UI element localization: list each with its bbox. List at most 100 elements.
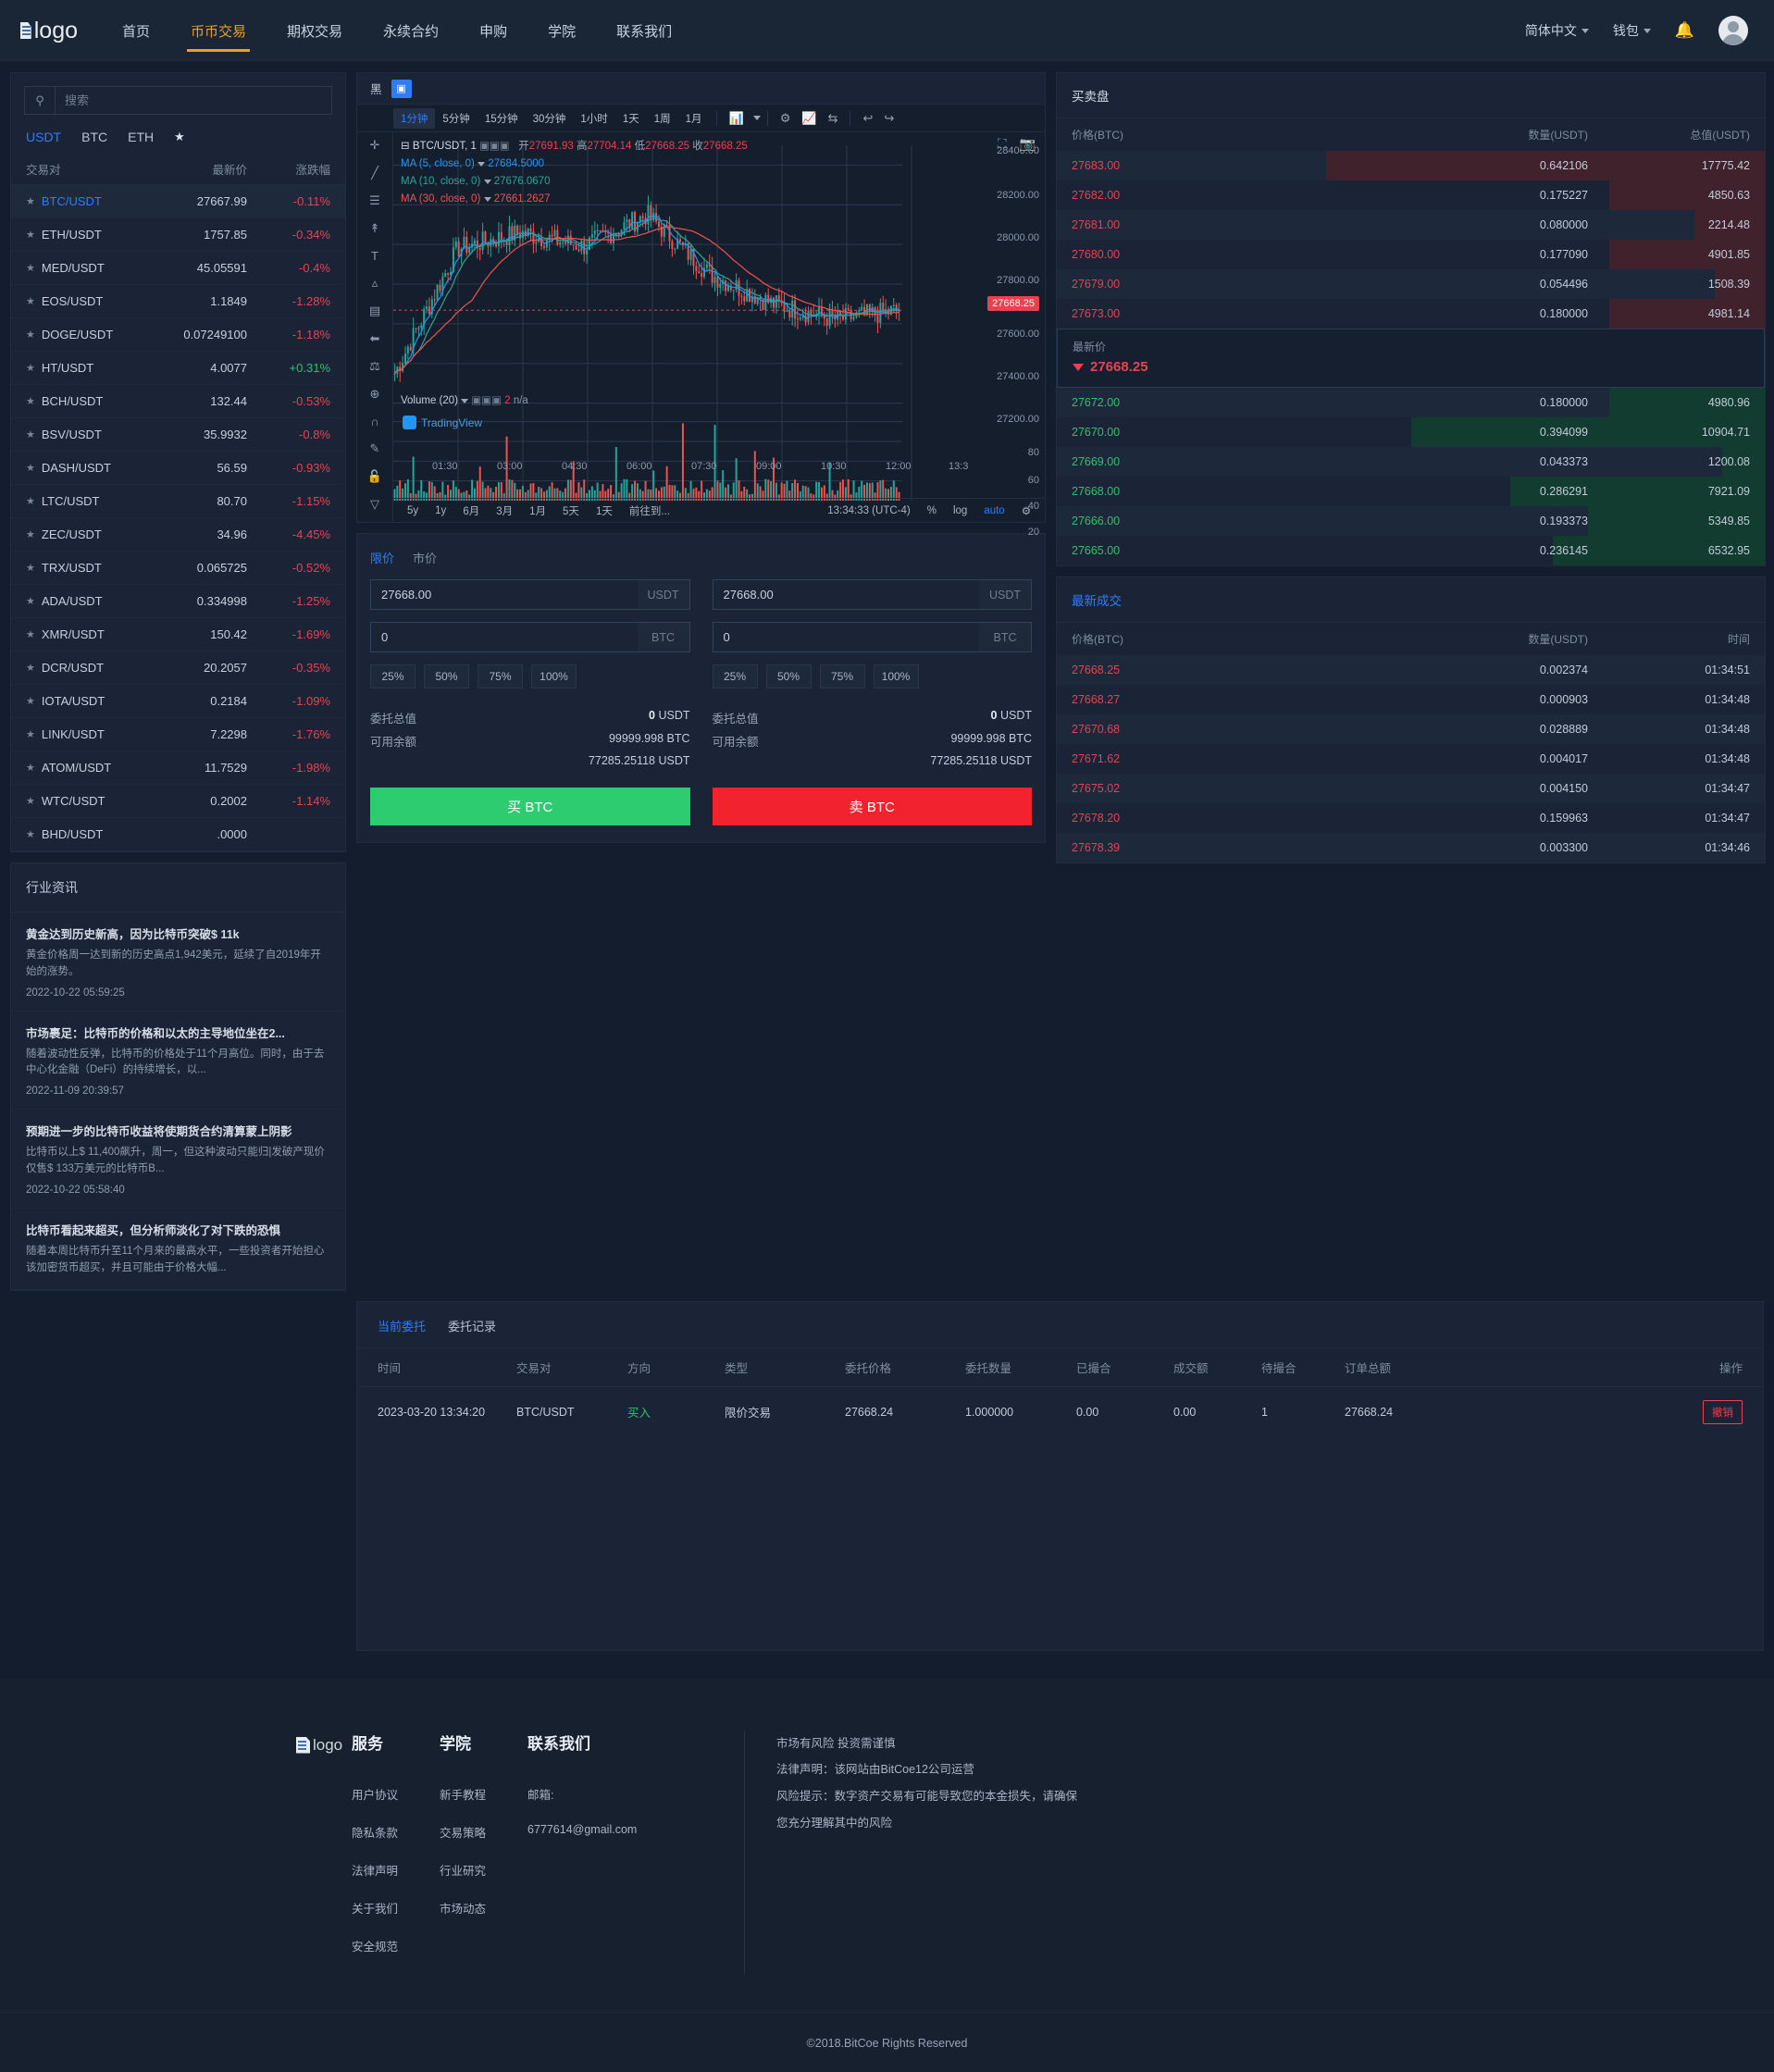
range-1y[interactable]: 1y <box>435 504 447 516</box>
star-icon[interactable]: ★ <box>26 196 35 207</box>
text-icon[interactable]: T <box>371 249 378 263</box>
brand-logo[interactable]: logo <box>20 18 78 44</box>
range-6m[interactable]: 6月 <box>463 505 480 517</box>
sell-price-row[interactable]: USDT <box>712 579 1032 610</box>
arrow-left-icon[interactable]: ⬅ <box>369 331 380 345</box>
footer-link-about[interactable]: 关于我们 <box>352 1902 399 1916</box>
star-icon[interactable]: ★ <box>26 396 35 407</box>
table-row[interactable]: 27668.00 0.286291 7921.09 <box>1057 477 1765 506</box>
star-icon[interactable]: ★ <box>26 296 35 307</box>
table-row[interactable]: 27670.00 0.394099 10904.71 <box>1057 417 1765 447</box>
sell-pct-100[interactable]: 100% <box>873 664 919 689</box>
timeframe-15m[interactable]: 15分钟 <box>484 113 518 125</box>
avatar[interactable] <box>1718 16 1748 45</box>
table-row[interactable]: ★ DCR/USDT 20.2057 -0.35% <box>11 651 345 685</box>
table-row[interactable]: 27681.00 0.080000 2214.48 <box>1057 210 1765 240</box>
chevron-down-icon[interactable] <box>478 161 486 167</box>
language-selector[interactable]: 简体中文 <box>1525 21 1589 40</box>
footer-logo[interactable]: logo <box>296 1736 352 1755</box>
table-row[interactable]: ★ ETH/USDT 1757.85 -0.34% <box>11 218 345 252</box>
list-item[interactable]: 黄金达到历史新高，因为比特币突破$ 11k 黄金价格周一达到新的历史高点1,942… <box>11 912 345 1011</box>
star-icon[interactable]: ★ <box>26 529 35 540</box>
table-row[interactable]: ★ BHD/USDT .0000 <box>11 818 345 851</box>
buy-pct-25[interactable]: 25% <box>370 664 416 689</box>
range-5d[interactable]: 5天 <box>563 505 579 517</box>
footer-link-market[interactable]: 市场动态 <box>440 1902 487 1916</box>
tab-btc[interactable]: BTC <box>81 130 108 144</box>
star-icon[interactable]: ★ <box>26 496 35 507</box>
buy-button[interactable]: 买 BTC <box>370 788 690 825</box>
buy-pct-50[interactable]: 50% <box>424 664 469 689</box>
range-1m[interactable]: 1月 <box>529 505 547 517</box>
sell-pct-75[interactable]: 75% <box>819 664 865 689</box>
timeframe-1M[interactable]: 1月 <box>685 113 702 125</box>
footer-link-security[interactable]: 安全规范 <box>352 1940 399 1954</box>
table-row[interactable]: ★ WTC/USDT 0.2002 -1.14% <box>11 785 345 818</box>
nav-item-subscribe[interactable]: 申购 <box>479 23 508 40</box>
tab-market[interactable]: 市价 <box>413 552 438 565</box>
magnet-icon[interactable]: ∩ <box>370 415 379 428</box>
footer-link-user-agreement[interactable]: 用户协议 <box>352 1788 399 1802</box>
star-icon[interactable]: ★ <box>26 829 35 840</box>
volume-label[interactable]: Volume (20) <box>401 395 459 406</box>
table-row[interactable]: ★ LTC/USDT 80.70 -1.15% <box>11 485 345 518</box>
collapse-icon[interactable]: ⊟ <box>401 141 410 152</box>
star-icon[interactable]: ★ <box>26 563 35 574</box>
star-icon[interactable]: ★ <box>26 596 35 607</box>
bell-icon[interactable]: 🔔 <box>1674 21 1694 39</box>
candles-icon[interactable]: 📊 <box>728 110 744 125</box>
buy-amount-row[interactable]: BTC <box>370 622 690 652</box>
pattern-icon[interactable]: ▵ <box>371 276 378 290</box>
zoom-icon[interactable]: ⊕ <box>369 387 380 401</box>
crosshair-icon[interactable]: ✛ <box>369 138 380 152</box>
range-5y[interactable]: 5y <box>407 504 419 516</box>
nav-item-academy[interactable]: 学院 <box>548 23 577 40</box>
chevron-down-icon[interactable] <box>752 116 761 120</box>
list-item[interactable]: 市场裹足：比特币的价格和以太的主导地位坐在2... 随着波动性反弹，比特币的价格处… <box>11 1011 345 1110</box>
table-row[interactable]: 27666.00 0.193373 5349.85 <box>1057 506 1765 536</box>
measure-icon[interactable]: ⚖ <box>369 359 380 373</box>
nav-item-contact[interactable]: 联系我们 <box>616 23 673 40</box>
tab-order-history[interactable]: 委托记录 <box>448 1319 497 1334</box>
chart-canvas-area[interactable]: ⊟ BTC/USDT, 1 ▣▣▣ 开27691.93 高27704.14 低2… <box>393 132 1045 538</box>
list-item[interactable]: 比特币看起来超买，但分析师淡化了对下跌的恐惧 随着本周比特币升至11个月来的最高水… <box>11 1209 345 1290</box>
sell-amount-input[interactable] <box>713 623 979 651</box>
buy-price-row[interactable]: USDT <box>370 579 690 610</box>
buy-amount-input[interactable] <box>371 623 638 651</box>
star-icon[interactable]: ★ <box>26 363 35 374</box>
table-row[interactable]: ★ DOGE/USDT 0.07249100 -1.18% <box>11 318 345 352</box>
table-row[interactable]: 27673.00 0.180000 4981.14 <box>1057 299 1765 329</box>
table-row[interactable]: 27683.00 0.642106 17775.42 <box>1057 151 1765 180</box>
tradingview-logo[interactable]: TradingView <box>403 416 482 429</box>
sell-pct-25[interactable]: 25% <box>712 664 758 689</box>
star-icon[interactable]: ★ <box>26 629 35 640</box>
redo-icon[interactable]: ↪ <box>884 110 895 125</box>
compare-icon[interactable]: ⇆ <box>827 110 838 125</box>
nav-item-home[interactable]: 首页 <box>122 23 151 40</box>
star-icon[interactable]: ★ <box>26 696 35 707</box>
chevron-down-icon[interactable]: ▽ <box>370 497 379 511</box>
chevron-down-icon[interactable] <box>483 179 491 184</box>
table-row[interactable]: ★ IOTA/USDT 0.2184 -1.09% <box>11 685 345 718</box>
timeframe-1h[interactable]: 1小时 <box>580 113 608 125</box>
star-icon[interactable]: ★ <box>26 729 35 740</box>
table-row[interactable]: ★ TRX/USDT 0.065725 -0.52% <box>11 552 345 585</box>
sell-amount-row[interactable]: BTC <box>712 622 1032 652</box>
tab-limit[interactable]: 限价 <box>370 552 395 565</box>
table-row[interactable]: 27669.00 0.043373 1200.08 <box>1057 447 1765 477</box>
search-box[interactable]: ⚲ <box>24 86 332 115</box>
tab-usdt[interactable]: USDT <box>26 130 62 144</box>
theme-label[interactable]: 黑 <box>370 83 382 96</box>
sell-price-input[interactable] <box>713 580 979 609</box>
table-row[interactable]: ★ ATOM/USDT 11.7529 -1.98% <box>11 751 345 785</box>
table-row[interactable]: ★ HT/USDT 4.0077 +0.31% <box>11 352 345 385</box>
gear-icon[interactable]: ⚙ <box>1021 505 1031 517</box>
range-1d[interactable]: 1天 <box>595 505 613 517</box>
monitor-icon[interactable]: ▣ <box>391 79 412 98</box>
fib-icon[interactable]: ☰ <box>369 193 380 207</box>
star-icon[interactable]: ★ <box>174 130 185 143</box>
timeframe-1d[interactable]: 1天 <box>622 113 639 125</box>
table-row[interactable]: 27680.00 0.177090 4901.85 <box>1057 240 1765 269</box>
buy-pct-75[interactable]: 75% <box>478 664 523 689</box>
chart-symbol[interactable]: BTC/USDT, 1 <box>412 141 477 152</box>
